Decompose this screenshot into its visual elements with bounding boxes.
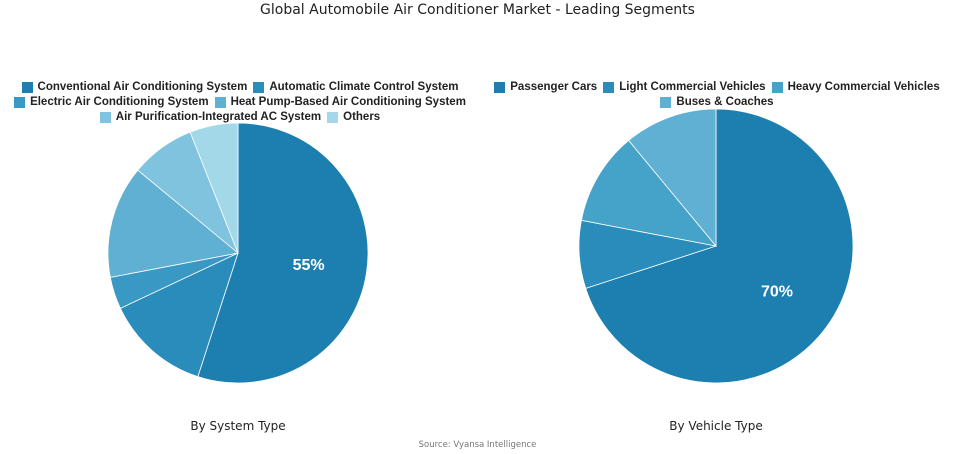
legend-label: Air Purification-Integrated AC System <box>115 111 322 123</box>
legend-item: Heat Pump-Based Air Conditioning System <box>214 95 466 109</box>
legend-label: Automatic Climate Control System <box>269 81 459 93</box>
slice-data-label: 70% <box>761 283 793 300</box>
legend-label: Heat Pump-Based Air Conditioning System <box>230 96 466 108</box>
pie-slice <box>107 169 239 278</box>
pie-slice <box>585 108 854 384</box>
legend-label: Electric Air Conditioning System <box>30 96 209 108</box>
source-note: Source: Vyansa Intelligence <box>418 440 537 450</box>
pie-title-vehicle-type: By Vehicle Type <box>669 419 763 433</box>
legend-swatch <box>214 96 226 108</box>
legend-label: Light Commercial Vehicles <box>619 81 766 93</box>
legend-swatch <box>14 96 26 108</box>
legend-item: Heavy Commercial Vehicles <box>771 80 940 94</box>
legend-swatch <box>253 81 265 93</box>
pie-slice <box>119 252 239 378</box>
legend-item: Conventional Air Conditioning System <box>21 80 248 94</box>
pie-title-system-type: By System Type <box>190 419 286 433</box>
legend-swatch <box>494 81 506 93</box>
legend-swatch <box>660 96 672 108</box>
legend-system-type: Conventional Air Conditioning System Auto… <box>10 80 470 124</box>
legend-item: Automatic Climate Control System <box>253 80 458 94</box>
legend-label: Passenger Cars <box>510 81 598 93</box>
legend-label: Buses & Coaches <box>676 96 774 108</box>
pie-slice <box>628 108 717 248</box>
legend-item: Light Commercial Vehicles <box>603 80 766 94</box>
legend-label: Others <box>343 111 381 123</box>
legend-vehicle-type: Passenger Cars Light Commercial Vehicles H… <box>487 80 947 109</box>
legend-item: Buses & Coaches <box>660 95 774 109</box>
pie-slice <box>580 139 718 247</box>
legend-item: Passenger Cars <box>494 80 597 94</box>
chart-title: Global Automobile Air Conditioner Market… <box>260 2 695 18</box>
legend-swatch <box>21 81 33 93</box>
legend-swatch <box>603 81 615 93</box>
pie-slice <box>189 122 239 254</box>
legend-label: Heavy Commercial Vehicles <box>787 81 940 93</box>
legend-swatch <box>327 111 339 123</box>
legend-swatch <box>771 81 783 93</box>
slice-data-label: 55% <box>293 257 325 274</box>
legend-item: Electric Air Conditioning System <box>14 95 209 109</box>
legend-item: Air Purification-Integrated AC System <box>99 110 322 124</box>
legend-swatch <box>99 111 111 123</box>
legend-label: Conventional Air Conditioning System <box>37 81 248 93</box>
legend-item: Others <box>327 110 380 124</box>
pie-slice <box>197 122 369 384</box>
